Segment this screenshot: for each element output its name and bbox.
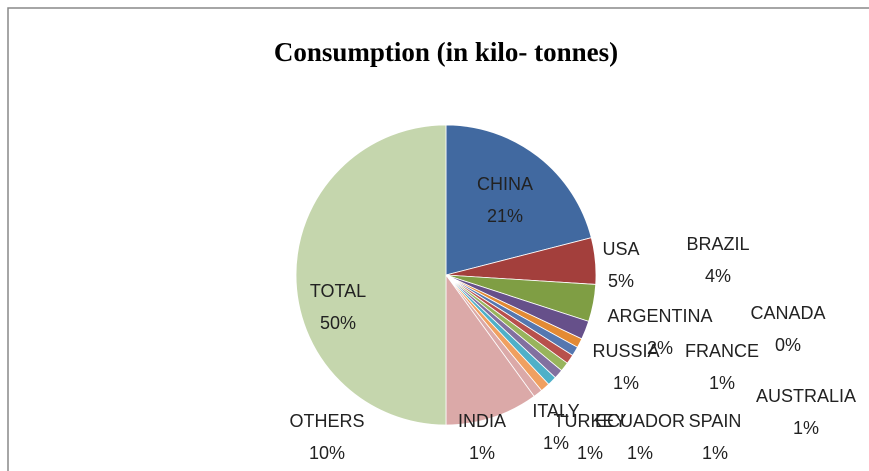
slice-label: TOTAL: [310, 281, 366, 301]
slice-value-label: 1%: [613, 373, 639, 393]
slice-label: AUSTRALIA: [756, 386, 856, 406]
pie-slice: [295, 124, 447, 426]
chart-title: Consumption (in kilo- tonnes): [274, 37, 618, 67]
slice-label: ARGENTINA: [607, 306, 712, 326]
slice-label: FRANCE: [685, 341, 759, 361]
slice-value-label: 1%: [702, 443, 728, 463]
slice-label: RUSSIA: [592, 341, 659, 361]
slice-label: SPAIN: [689, 411, 742, 431]
slice-value-label: 10%: [309, 443, 345, 463]
slice-value-label: 1%: [543, 433, 569, 453]
slice-value-label: 2%: [647, 338, 673, 358]
slice-label: ECUADOR: [595, 411, 685, 431]
slice-label: ITALY: [532, 401, 579, 421]
slice-value-label: 1%: [469, 443, 495, 463]
slice-label: BRAZIL: [686, 234, 749, 254]
slice-value-label: 21%: [487, 206, 523, 226]
slice-label: CANADA: [750, 303, 825, 323]
slice-value-label: 5%: [608, 271, 634, 291]
slice-label: CHINA: [477, 174, 533, 194]
slice-label: OTHERS: [289, 411, 364, 431]
slice-value-label: 1%: [627, 443, 653, 463]
slice-value-label: 4%: [705, 266, 731, 286]
pie-slice: [445, 273, 535, 426]
slice-label: TURKEY: [553, 411, 626, 431]
slice-value-label: 1%: [577, 443, 603, 463]
slice-value-label: 1%: [793, 418, 819, 438]
pie-slice: [445, 124, 592, 276]
slice-value-label: 0%: [775, 335, 801, 355]
slice-value-label: 1%: [709, 373, 735, 393]
slice-label: INDIA: [458, 411, 506, 431]
slice-value-label: 50%: [320, 313, 356, 333]
slice-label: USA: [602, 239, 639, 259]
